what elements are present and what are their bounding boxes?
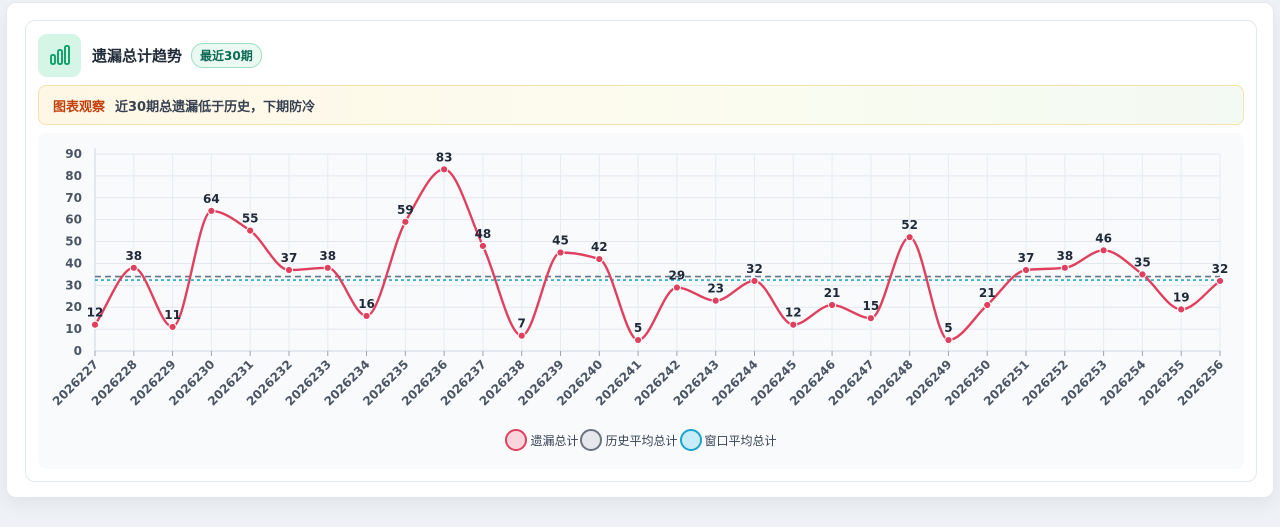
data-point [323,263,332,272]
y-tick-label: 30 [65,278,82,292]
data-point [827,300,837,310]
legend-swatch-history-avg [580,429,603,451]
y-tick-label: 50 [65,235,82,249]
data-label: 12 [87,306,104,320]
legend-item-window-avg[interactable]: 窗口平均总计 [679,429,777,451]
data-point [401,217,410,226]
data-point [168,322,177,332]
data-point [1177,305,1186,314]
data-label: 19 [1173,290,1190,304]
insight-tag: 图表观察 [53,99,106,115]
data-point [284,265,294,275]
data-label: 7 [518,317,526,331]
data-labels-layer: 12 38 11 64 55 37 38 16 59 83 48 7 45 42 5 29 23 32 12 21 15… [87,150,1229,335]
data-label: 35 [1134,255,1151,269]
data-point [672,283,681,292]
data-point [1021,265,1031,275]
data-label: 52 [901,218,918,232]
data-label: 37 [281,251,298,265]
data-point [362,311,371,321]
data-label: 21 [979,286,996,300]
data-label: 29 [669,269,686,283]
trend-chart: 0102030405060708090202622720262282026229… [50,147,1229,408]
data-point [1099,246,1108,255]
data-label: 64 [203,192,220,206]
data-point [944,335,953,345]
y-tick-label: 60 [65,213,82,227]
data-point [750,276,759,286]
data-label: 32 [746,262,763,276]
legend-swatch-series [505,429,528,451]
bar-chart-icon [38,33,81,77]
insight-banner: 图表观察 近30期总遗漏低于历史，下期防冷 [38,85,1244,125]
legend-item-series[interactable]: 遗漏总计 [505,429,578,451]
data-point [711,296,720,305]
data-label: 21 [824,286,841,300]
data-label: 16 [358,297,375,311]
legend-swatch-window-avg [679,429,702,451]
data-label: 38 [1056,249,1073,263]
y-tick-label: 70 [65,191,82,205]
data-point [1060,263,1069,272]
data-point [246,226,255,235]
data-point [983,300,992,310]
data-point [905,233,914,242]
data-label: 5 [944,321,952,335]
data-label: 46 [1095,231,1112,245]
legend-label-history-avg: 历史平均总计 [605,433,678,448]
data-label: 15 [863,299,880,313]
data-point [1215,276,1225,286]
data-label: 38 [125,249,142,263]
data-point [478,241,488,251]
trend-card: 遗漏总计趋势 最近30期 图表观察 近30期总遗漏低于历史，下期防冷 0 10 20… [25,20,1257,482]
y-tick-label: 0 [74,344,82,358]
data-point [517,331,526,340]
data-label: 23 [707,282,724,296]
insight-text: 近30期总遗漏低于历史，下期防冷 [115,99,316,115]
data-label: 59 [397,203,414,217]
data-label: 11 [164,308,181,322]
data-label: 12 [785,306,802,320]
data-label: 83 [436,150,453,164]
data-point [129,263,138,272]
card-header: 遗漏总计趋势 最近30期 [38,33,262,77]
y-tick-label: 10 [65,322,82,336]
data-point [207,206,216,216]
data-point [595,254,604,264]
legend-item-history-avg[interactable]: 历史平均总计 [580,429,678,451]
card-title: 遗漏总计趋势 [92,46,183,65]
period-badge: 最近30期 [191,42,262,68]
data-label: 45 [552,234,569,248]
data-label: 32 [1212,262,1229,276]
data-label: 5 [634,321,642,335]
data-label: 55 [242,212,259,226]
legend-label-series: 遗漏总计 [530,433,579,448]
y-tick-label: 80 [65,169,82,183]
legend-label-window-avg: 窗口平均总计 [704,433,777,448]
data-point [789,320,798,329]
series-line-layer [94,168,1221,342]
y-tick-label: 40 [65,256,82,270]
data-point [90,320,100,329]
grid-layer [94,153,1221,352]
data-point [866,314,875,323]
series-line [94,168,1221,342]
y-tick-label: 20 [65,300,82,314]
y-tick-label: 90 [65,147,82,161]
data-point [1138,270,1147,279]
data-label: 37 [1018,251,1035,265]
data-label: 38 [319,249,336,263]
data-label: 42 [591,240,608,254]
data-points-layer [90,165,1225,345]
chart-area: 0 10 20 30 40 50 60 70 80 90 2026227 2026228 2026229… [38,133,1244,469]
chart-legend: 遗漏总计 历史平均总计 窗口平均总计 [38,427,1244,453]
page-container: 遗漏总计趋势 最近30期 图表观察 近30期总遗漏低于历史，下期防冷 0 10 20… [6,2,1274,498]
reference-lines [95,275,1220,281]
data-point [634,335,643,345]
data-point [556,248,565,257]
data-point [440,165,449,174]
data-label: 48 [475,227,492,241]
